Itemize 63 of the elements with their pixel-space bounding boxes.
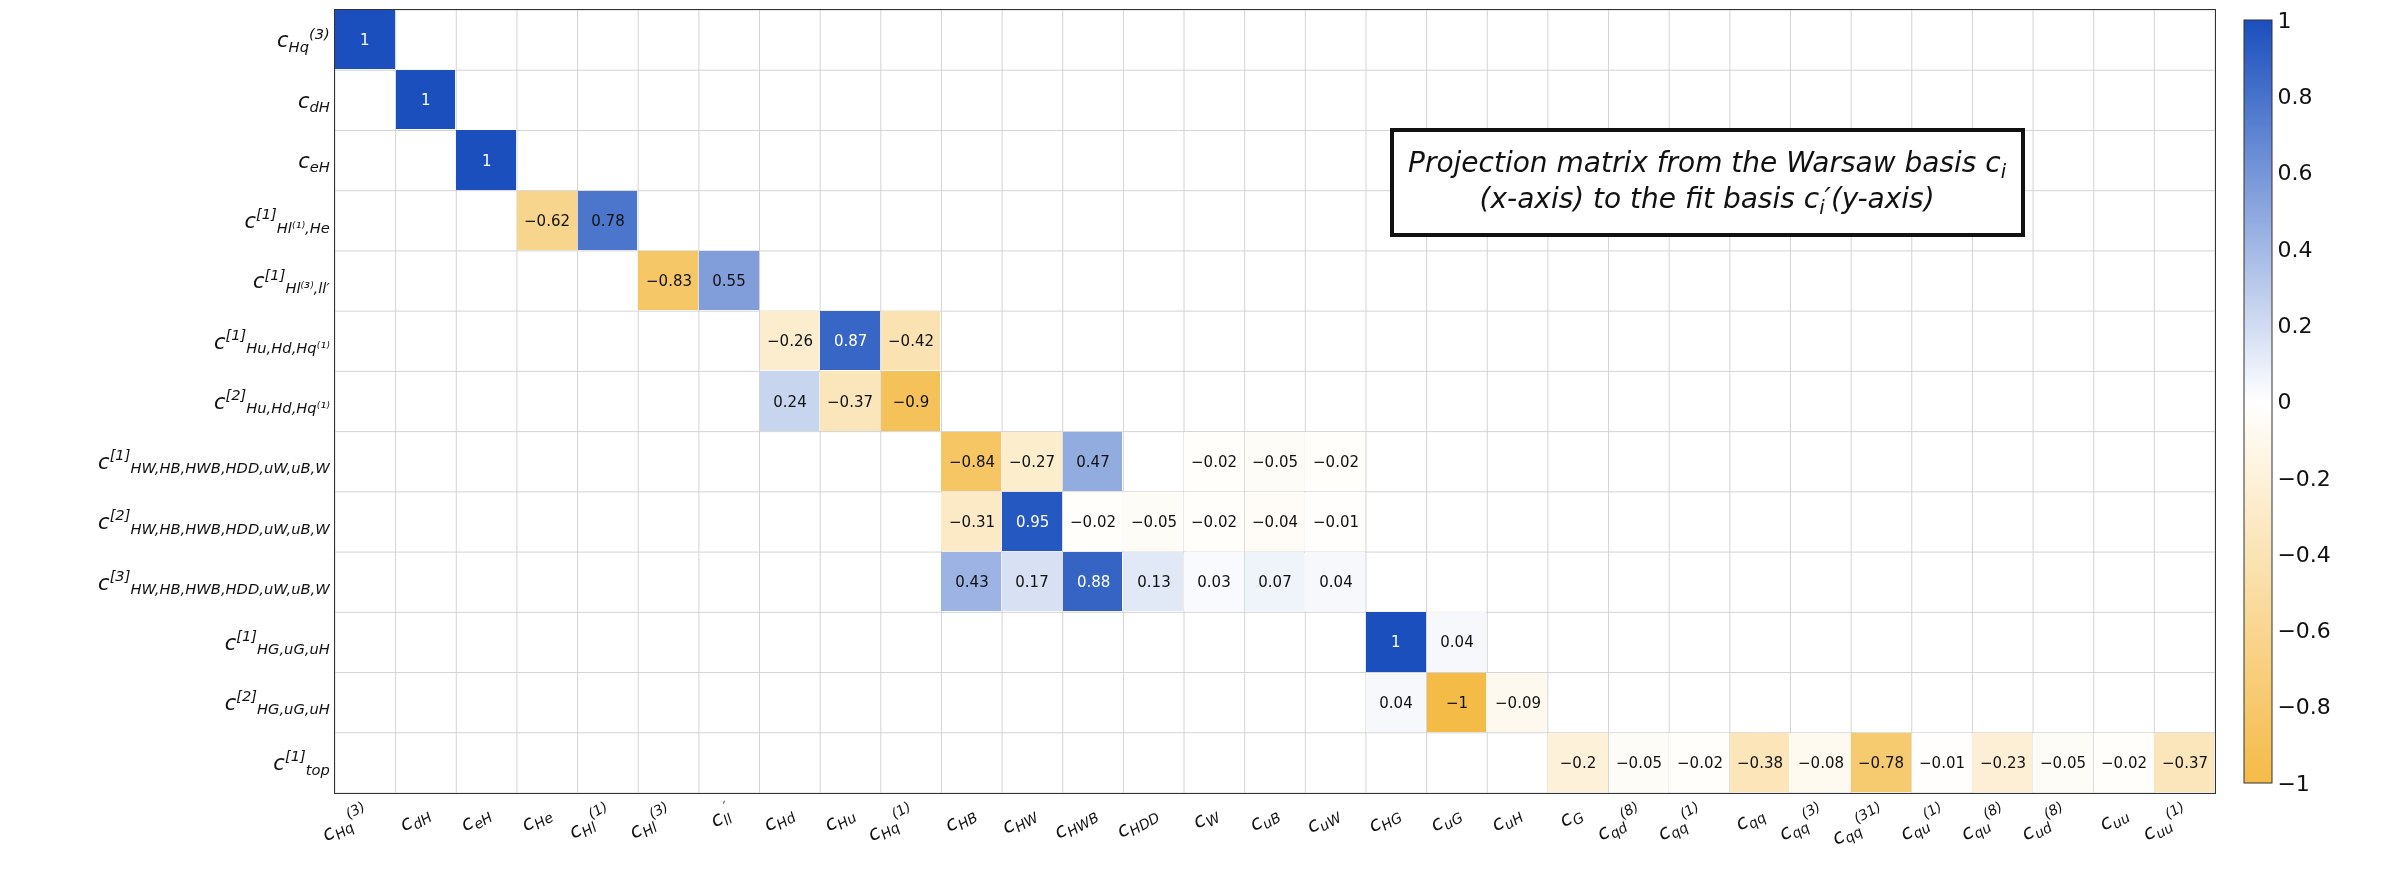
data-label: −0.83 — [646, 272, 692, 291]
data-label: 0.07 — [1258, 573, 1292, 592]
color-bar-label: 0.4 — [2277, 236, 2313, 262]
data-label: 0.04 — [1440, 633, 1474, 652]
data-label: 0.17 — [1015, 573, 1049, 592]
color-bar-label: 0.8 — [2277, 84, 2313, 109]
y-tick-label: c$_{eH}$ — [298, 148, 330, 176]
data-label: −0.02 — [1677, 754, 1723, 773]
color-bar-label: −0.2 — [2277, 465, 2331, 491]
text: Projection matrix from the Warsaw basis c$_{i}$ (x-axis) to the fit basis c$_{i}$′(y-axis) — [1408, 146, 2007, 220]
data-label: −0.02 — [1191, 513, 1237, 532]
data-label: −0.9 — [892, 393, 930, 412]
data-label: −0.08 — [1798, 754, 1844, 773]
data-label: 0.03 — [1197, 573, 1231, 592]
data-label: −0.02 — [1191, 453, 1237, 472]
data-label: 0.88 — [1077, 573, 1111, 591]
data-label: −0.2 — [1559, 754, 1597, 773]
data-label: −0.05 — [1131, 513, 1177, 532]
data-label: −0.23 — [1980, 754, 2026, 773]
data-label: −0.05 — [1252, 453, 1298, 472]
color-bar-label: 0.6 — [2277, 160, 2313, 186]
data-label: 0.87 — [834, 332, 868, 350]
data-label: −0.26 — [767, 332, 813, 351]
data-label: 1 — [482, 152, 492, 170]
color-bar-label: −0.6 — [2277, 618, 2331, 644]
data-label: −0.04 — [1252, 513, 1298, 532]
data-label: −0.42 — [888, 332, 934, 351]
color-bar-label: −1 — [2277, 770, 2310, 796]
data-label: 0.24 — [773, 393, 807, 412]
data-label: 1 — [1391, 633, 1401, 651]
color-bar-label: −0.4 — [2277, 541, 2331, 567]
data-label: −0.01 — [1313, 513, 1359, 532]
color-bar-label: −0.8 — [2277, 694, 2331, 720]
y-tick-label: c$_{dH}$ — [297, 88, 330, 116]
data-label: −0.01 — [1919, 754, 1965, 773]
data-label: −0.37 — [827, 393, 873, 412]
data-label: −0.27 — [1009, 453, 1055, 472]
data-label: −0.02 — [1313, 453, 1359, 472]
data-label: 0.95 — [1016, 513, 1050, 531]
data-label: −0.78 — [1858, 754, 1904, 773]
data-label: −0.02 — [2101, 754, 2147, 773]
data-label: −0.05 — [2040, 754, 2086, 773]
data-label: 1 — [360, 31, 370, 49]
data-label: 0.13 — [1137, 573, 1171, 592]
data-label: −0.09 — [1495, 694, 1541, 713]
data-label: 0.55 — [712, 272, 746, 291]
data-label: 0.04 — [1319, 573, 1353, 592]
data-label: 0.78 — [591, 212, 625, 231]
data-label: −0.37 — [2162, 754, 2208, 773]
color-bar-label: 0 — [2277, 389, 2292, 415]
data-label: −0.31 — [949, 513, 995, 532]
data-label: 0.47 — [1076, 453, 1110, 472]
data-label: −0.62 — [524, 212, 570, 231]
data-label: 0.04 — [1379, 694, 1413, 713]
data-label: 0.43 — [955, 573, 989, 592]
data-label: −0.38 — [1737, 754, 1783, 773]
data-label: −0.05 — [1616, 754, 1662, 773]
color-bar-label: 0.2 — [2277, 312, 2313, 338]
data-label: −0.84 — [949, 453, 995, 472]
data-label: −1 — [1445, 694, 1469, 713]
color-bar-label: 1 — [2277, 7, 2292, 33]
data-label: −0.02 — [1070, 513, 1116, 532]
data-label: 1 — [421, 91, 431, 109]
